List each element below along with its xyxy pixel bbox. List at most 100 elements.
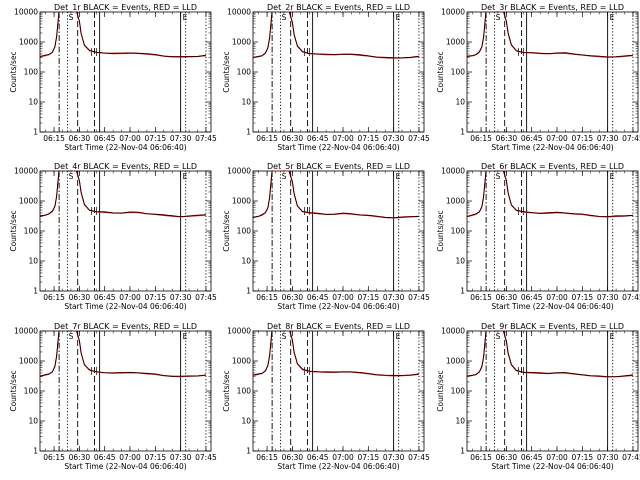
panel-title: Det_4r BLACK = Events, RED = LLD <box>54 162 197 171</box>
bracket-label-e: E <box>183 332 188 341</box>
chart-panel-4: Det_4r BLACK = Events, RED = LLD 1 10 100 10… <box>9 162 217 311</box>
y-tick-label: 10 <box>28 417 38 426</box>
y-tick-label: 1000 <box>19 38 38 47</box>
y-tick-label: 1000 <box>232 197 251 206</box>
y-tick-label: 1 <box>246 128 251 137</box>
y-tick-label: 1000 <box>19 197 38 206</box>
x-tick-label: 06:30 <box>69 453 91 462</box>
chart-panel-6: Det_6r BLACK = Events, RED = LLD 1 10 100 10… <box>436 162 640 311</box>
bracket-label-s: S <box>496 332 501 341</box>
x-tick-label: 07:45 <box>408 134 430 143</box>
y-tick-label: 100 <box>451 387 466 396</box>
x-axis-title: Start Time (22-Nov-04 06:06:40) <box>64 462 186 471</box>
x-tick-label: 07:00 <box>332 293 354 302</box>
bracket-label-e: E <box>396 172 401 181</box>
bracket-label-e: E <box>396 332 401 341</box>
x-tick-label: 06:30 <box>69 134 91 143</box>
x-axis-title: Start Time (22-Nov-04 06:06:40) <box>64 302 186 311</box>
x-tick-label: 06:45 <box>307 453 329 462</box>
y-axis-title: Counts/sec <box>9 370 18 411</box>
y-tick-label: 1000 <box>446 38 465 47</box>
x-tick-label: 07:15 <box>358 293 380 302</box>
x-tick-label: 07:15 <box>145 453 167 462</box>
x-tick-label: 07:30 <box>597 293 619 302</box>
y-tick-label: 1 <box>246 447 251 456</box>
bracket-label-e: E <box>396 13 401 22</box>
y-axis-title: Counts/sec <box>436 370 445 411</box>
x-tick-label: 07:30 <box>170 134 192 143</box>
chart-panel-8: Det_8r BLACK = Events, RED = LLD 1 10 100 10… <box>222 322 430 471</box>
y-tick-label: 10000 <box>14 167 38 176</box>
bracket-label-s: S <box>282 13 287 22</box>
series-events-line <box>40 331 206 377</box>
y-tick-label: 1 <box>460 128 465 137</box>
panel-title: Det_6r BLACK = Events, RED = LLD <box>481 162 624 171</box>
x-tick-label: 07:15 <box>145 134 167 143</box>
x-tick-label: 07:45 <box>622 134 640 143</box>
x-tick-label: 07:00 <box>332 134 354 143</box>
x-tick-label: 06:30 <box>282 134 304 143</box>
x-tick-label: 07:30 <box>597 134 619 143</box>
plot-frame <box>39 330 212 452</box>
bracket-label-e: E <box>183 13 188 22</box>
x-axis-title: Start Time (22-Nov-04 06:06:40) <box>277 462 399 471</box>
x-axis-title: Start Time (22-Nov-04 06:06:40) <box>277 302 399 311</box>
x-tick-label: 07:15 <box>358 134 380 143</box>
x-tick-label: 06:30 <box>282 293 304 302</box>
x-tick-label: 07:45 <box>195 293 217 302</box>
x-axis-title: Start Time (22-Nov-04 06:06:40) <box>491 143 613 152</box>
y-tick-label: 100 <box>451 68 466 77</box>
series-events-line <box>467 12 633 58</box>
x-tick-label: 06:30 <box>496 293 518 302</box>
bracket-label-e: E <box>183 172 188 181</box>
series-events-line <box>467 331 633 378</box>
y-tick-label: 1 <box>460 287 465 296</box>
y-tick-label: 100 <box>237 227 252 236</box>
y-tick-label: 10000 <box>14 327 38 336</box>
y-tick-label: 10000 <box>441 327 465 336</box>
x-axis-title: Start Time (22-Nov-04 06:06:40) <box>491 302 613 311</box>
series-events-line <box>40 12 206 57</box>
x-tick-label: 06:15 <box>43 134 65 143</box>
x-tick-label: 07:00 <box>119 134 141 143</box>
y-tick-label: 1 <box>246 287 251 296</box>
x-tick-label: 07:00 <box>546 293 568 302</box>
x-tick-label: 07:30 <box>170 293 192 302</box>
x-tick-label: 06:15 <box>43 453 65 462</box>
chart-panel-9: Det_9r BLACK = Events, RED = LLD 1 10 100 10… <box>436 322 640 471</box>
x-tick-label: 06:45 <box>307 293 329 302</box>
x-tick-label: 07:45 <box>408 293 430 302</box>
y-tick-label: 100 <box>451 227 466 236</box>
bracket-label-e: E <box>610 172 615 181</box>
y-tick-label: 1 <box>33 287 38 296</box>
plot-frame <box>252 170 425 292</box>
x-tick-label: 07:30 <box>383 453 405 462</box>
x-axis-title: Start Time (22-Nov-04 06:06:40) <box>64 143 186 152</box>
x-tick-label: 06:30 <box>496 453 518 462</box>
y-tick-label: 10 <box>455 98 465 107</box>
x-tick-label: 07:15 <box>572 453 594 462</box>
y-axis-title: Counts/sec <box>9 210 18 251</box>
x-tick-label: 06:45 <box>94 453 116 462</box>
panel-title: Det_2r BLACK = Events, RED = LLD <box>267 3 410 12</box>
plot-frame <box>39 170 212 292</box>
bracket-label-e: E <box>610 13 615 22</box>
bracket-label-s: S <box>496 172 501 181</box>
x-tick-label: 06:30 <box>69 293 91 302</box>
panel-title: Det_8r BLACK = Events, RED = LLD <box>267 322 410 331</box>
series-events-line <box>253 331 419 376</box>
y-tick-label: 1000 <box>232 38 251 47</box>
x-tick-label: 07:30 <box>383 293 405 302</box>
y-axis-title: Counts/sec <box>222 51 231 92</box>
y-tick-label: 10000 <box>441 167 465 176</box>
bracket-label-s: S <box>282 332 287 341</box>
y-tick-label: 100 <box>24 68 39 77</box>
x-tick-label: 07:15 <box>145 293 167 302</box>
y-tick-label: 1000 <box>232 357 251 366</box>
x-tick-label: 07:15 <box>572 134 594 143</box>
x-tick-label: 07:45 <box>195 453 217 462</box>
y-tick-label: 100 <box>24 387 39 396</box>
bracket-label-e: E <box>610 332 615 341</box>
y-tick-label: 10 <box>241 98 251 107</box>
series-events-line <box>40 171 206 218</box>
